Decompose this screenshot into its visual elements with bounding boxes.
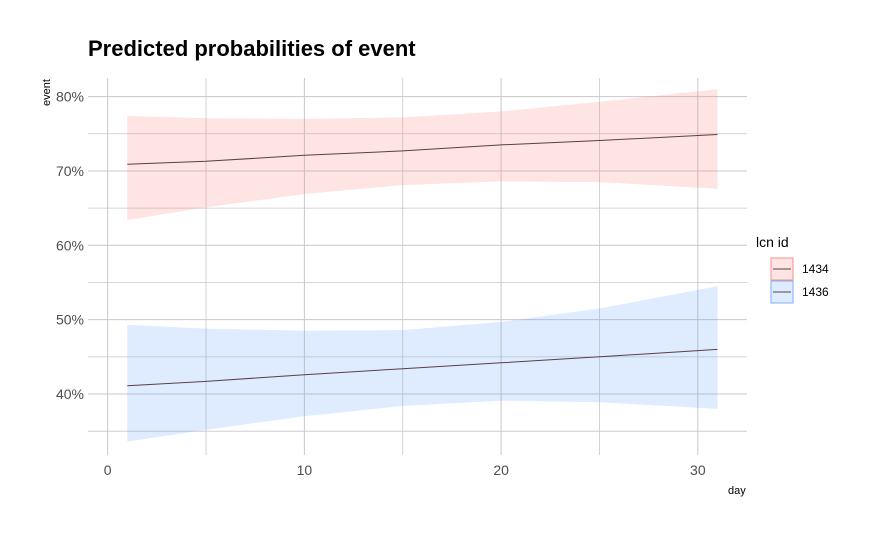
- confidence-band-1434: [127, 89, 718, 220]
- legend-title: lcn id: [756, 234, 789, 250]
- confidence-bands: [127, 89, 718, 442]
- x-axis-ticks: 0 10 20 30: [104, 462, 706, 478]
- y-tick-label: 70%: [56, 163, 84, 179]
- x-tick-label: 10: [297, 462, 313, 478]
- y-tick-label: 80%: [56, 89, 84, 105]
- y-axis-ticks: 40% 50% 60% 70% 80%: [56, 89, 84, 402]
- y-tick-label: 40%: [56, 386, 84, 402]
- series-lines: [127, 134, 718, 387]
- chart-title: Predicted probabilities of event: [88, 36, 416, 61]
- x-tick-label: 20: [493, 462, 509, 478]
- grid-lines: [88, 78, 747, 455]
- x-axis-label: day: [728, 485, 746, 497]
- legend-label-1434: 1434: [802, 262, 829, 276]
- legend: lcn id 1434 1436: [756, 234, 829, 304]
- y-tick-label: 50%: [56, 312, 84, 328]
- y-axis-label: event: [41, 79, 53, 106]
- legend-label-1436: 1436: [802, 285, 829, 299]
- x-tick-label: 0: [104, 462, 112, 478]
- series-line-1436: [127, 348, 718, 387]
- x-tick-label: 30: [690, 462, 706, 478]
- series-line-1434: [127, 134, 718, 165]
- y-tick-label: 60%: [56, 237, 84, 253]
- confidence-band-1436: [127, 286, 718, 442]
